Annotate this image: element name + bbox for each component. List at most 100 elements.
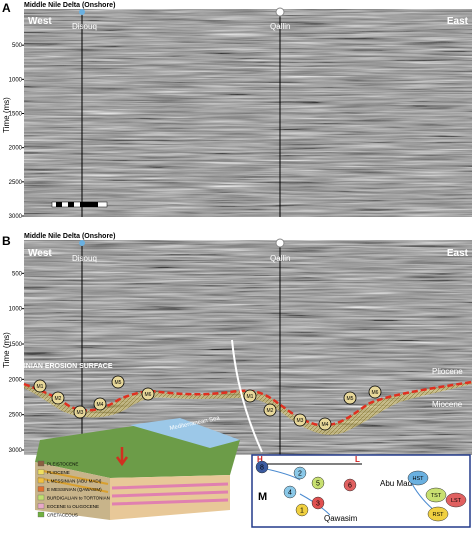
formation-label: Abu Madi bbox=[380, 479, 414, 488]
formation-label: Qawasim bbox=[324, 514, 358, 523]
sequence-label: 6 bbox=[348, 483, 352, 490]
y-tick-label: 2000 bbox=[9, 146, 23, 152]
y-tick-label: 1500 bbox=[9, 112, 23, 118]
low-label: L bbox=[355, 455, 360, 464]
channel-fill bbox=[24, 382, 472, 435]
marker bbox=[73, 405, 87, 419]
block-diagram bbox=[35, 418, 240, 520]
y-tick-label: 2500 bbox=[9, 413, 23, 419]
well-symbol bbox=[79, 240, 85, 246]
panel-letter: A bbox=[2, 1, 11, 15]
panel-letter: B bbox=[2, 234, 11, 248]
marker bbox=[368, 385, 382, 399]
sequence-label: 5 bbox=[316, 481, 320, 488]
legend-label: PLIOCENE bbox=[47, 470, 70, 475]
arrow bbox=[4, 372, 12, 382]
marker bbox=[51, 391, 65, 405]
well-label: Qallin bbox=[270, 22, 290, 31]
tract-label: RST bbox=[433, 512, 445, 518]
y-tick-label: 1500 bbox=[9, 342, 23, 348]
y-tick-label: 1000 bbox=[9, 307, 23, 313]
legend-swatch bbox=[37, 460, 45, 467]
legend-label: L MESSINIAN (ABU MADI) bbox=[47, 479, 102, 484]
sequence-label: 8 bbox=[260, 465, 264, 472]
east-label: East bbox=[447, 16, 469, 27]
well-label: Qallin bbox=[270, 254, 290, 263]
sequence-label: 2 bbox=[298, 471, 302, 478]
erosion-label: MESSINIAN EROSION SURFACE bbox=[4, 363, 113, 370]
high-label: H bbox=[257, 455, 263, 464]
well-symbol bbox=[275, 238, 285, 248]
tract-ellipse bbox=[407, 470, 429, 486]
legend-label: BURDIGALIAN to TORTONIAN bbox=[47, 496, 110, 501]
marker bbox=[93, 397, 107, 411]
unit-label: Miocene bbox=[432, 400, 463, 409]
well-symbol bbox=[79, 9, 85, 15]
legend-swatch bbox=[37, 469, 45, 475]
seismic-image bbox=[24, 9, 472, 217]
y-tick-label: 500 bbox=[12, 271, 23, 277]
marker bbox=[111, 375, 125, 389]
marker-label: M3 bbox=[297, 418, 304, 424]
legend-swatch bbox=[37, 511, 45, 518]
well-label: Disouq bbox=[72, 254, 97, 263]
marker-label: M3 bbox=[77, 410, 84, 416]
well-symbol bbox=[275, 7, 285, 17]
sequence-circle bbox=[343, 478, 357, 492]
axis-label: Time (ms) bbox=[2, 97, 11, 133]
marker bbox=[318, 417, 332, 431]
east-label: East bbox=[447, 248, 469, 259]
sequence-circle bbox=[295, 503, 309, 517]
y-tick-label: 500 bbox=[12, 43, 23, 49]
west-label: West bbox=[28, 248, 52, 259]
sequence-circle bbox=[311, 496, 325, 510]
tract-label: HST bbox=[413, 476, 425, 482]
marker-label: M1 bbox=[37, 384, 44, 390]
sequence-circle bbox=[283, 485, 297, 499]
sequence-circle bbox=[255, 460, 269, 474]
y-tick-label: 3000 bbox=[9, 214, 23, 220]
sequence-circle bbox=[311, 476, 325, 490]
legend-label: CRETACEOUS bbox=[47, 513, 78, 518]
marker-label: M2 bbox=[267, 408, 274, 414]
marker-label: M6 bbox=[372, 390, 379, 396]
legend-label: EOCENE to OLIGOCENE bbox=[47, 504, 99, 509]
tract-label: LST bbox=[451, 498, 462, 504]
marker-label: M4 bbox=[97, 402, 104, 408]
scale-bar bbox=[51, 201, 108, 208]
tract-ellipse bbox=[427, 506, 449, 522]
marker-label: M4 bbox=[322, 422, 329, 428]
tract-label: TST bbox=[431, 493, 442, 499]
fault bbox=[231, 339, 263, 453]
legend-swatch bbox=[37, 494, 45, 501]
y-tick-label: 3000 bbox=[9, 448, 23, 454]
west-label: West bbox=[28, 16, 52, 27]
marker bbox=[293, 413, 307, 427]
marker bbox=[141, 387, 155, 401]
legend-swatch bbox=[37, 503, 45, 509]
marker-label: M2 bbox=[55, 396, 62, 402]
marker-label: M1 bbox=[247, 394, 254, 400]
sequence-label: 3 bbox=[316, 501, 320, 508]
sequence-circle bbox=[293, 466, 307, 480]
unit-label: Pliocene bbox=[432, 367, 463, 376]
sequence-label: 1 bbox=[300, 508, 304, 515]
legend-swatch bbox=[37, 477, 45, 484]
marker bbox=[33, 379, 47, 393]
marker-label: M5 bbox=[115, 380, 122, 386]
model-letter: M bbox=[258, 491, 267, 503]
marker-label: M5 bbox=[347, 396, 354, 402]
legend-label: PLEISTOCENE bbox=[47, 462, 78, 467]
marker bbox=[263, 403, 277, 417]
tract-ellipse bbox=[445, 492, 467, 508]
y-tick-label: 1000 bbox=[9, 77, 23, 83]
tract-ellipse bbox=[425, 487, 447, 503]
marker bbox=[343, 391, 357, 405]
seismic-image bbox=[24, 240, 472, 455]
y-tick-label: 2000 bbox=[9, 377, 23, 383]
marker-label: M6 bbox=[145, 392, 152, 398]
axis-label: Time (ms) bbox=[2, 332, 11, 368]
well-label: Disouq bbox=[72, 22, 97, 31]
sequence-label: 4 bbox=[288, 490, 292, 497]
